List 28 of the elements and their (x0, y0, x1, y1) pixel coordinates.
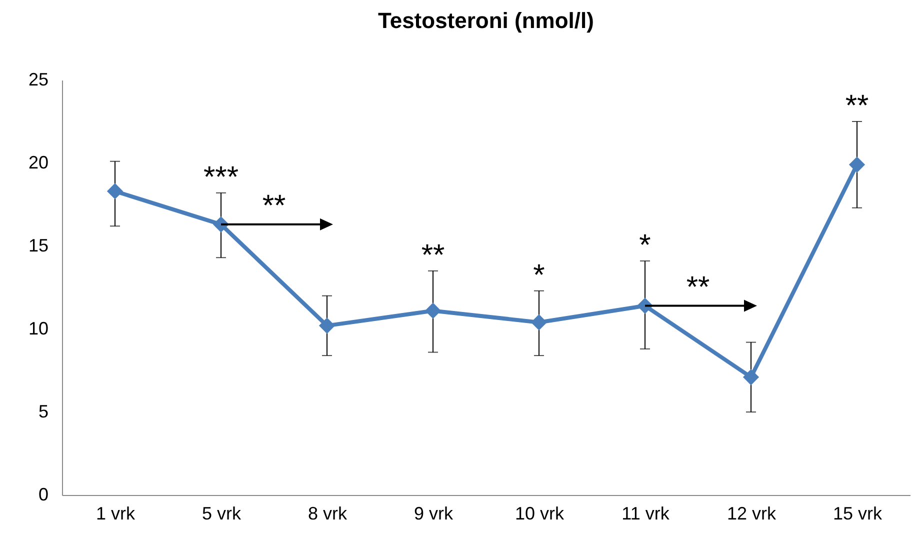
x-tick-label: 10 vrk (514, 504, 565, 524)
x-tick-label: 11 vrk (622, 504, 670, 524)
point (106, 183, 124, 200)
chart-title: Testosteroni (nmol/l) (378, 8, 594, 33)
y-tick-label: 20 (28, 152, 48, 172)
y-tick-label: 25 (28, 70, 48, 90)
x-tick-label: 9 vrk (414, 504, 454, 524)
y-tick-label: 0 (38, 484, 48, 504)
annotation: ** (421, 238, 445, 272)
annotation: *** (203, 160, 239, 194)
x-tick-label: 12 vrk (726, 504, 777, 524)
x-tick-label: 5 vrk (202, 504, 242, 524)
y-tick-label: 10 (28, 318, 48, 338)
point (848, 156, 866, 173)
x-tick-label: 8 vrk (308, 504, 348, 524)
y-tick-label: 5 (38, 402, 48, 422)
y-tick-label: 15 (28, 236, 48, 256)
point (530, 314, 548, 330)
annotation: ** (262, 189, 286, 222)
annotation: * (533, 258, 546, 292)
annotation: ** (686, 270, 710, 304)
point (424, 302, 442, 319)
x-tick-label: 15 vrk (832, 504, 883, 524)
x-tick-label: 1 vrk (96, 504, 136, 524)
point (742, 369, 760, 386)
point (318, 318, 336, 334)
annotation: ** (845, 90, 869, 122)
annotation: * (639, 228, 652, 262)
